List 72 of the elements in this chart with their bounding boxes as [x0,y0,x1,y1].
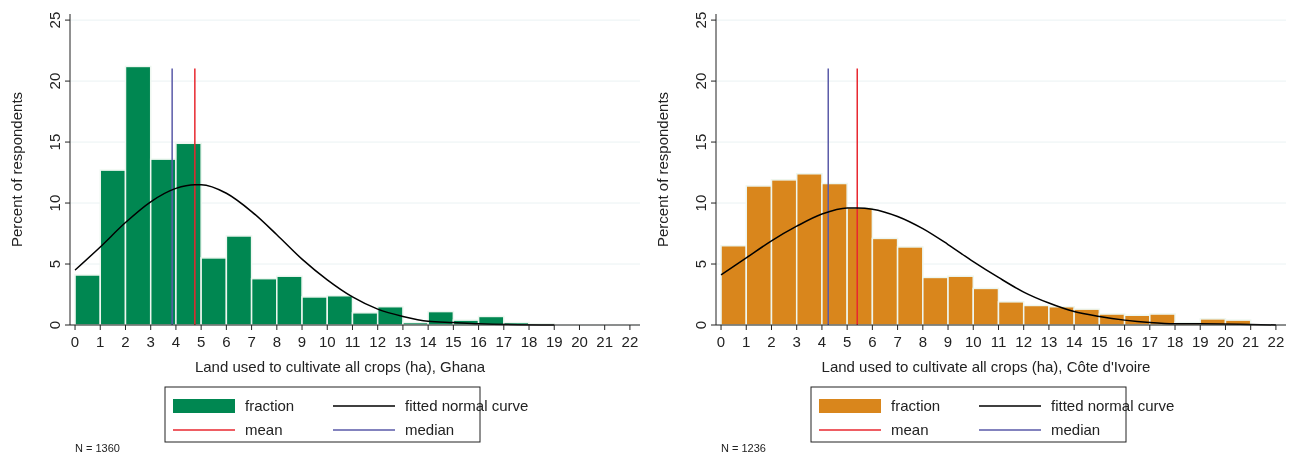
y-axis-title: Percent of respondents [654,91,671,248]
x-tick-label: 11 [990,333,1007,350]
x-tick-label: 0 [716,333,726,350]
x-tick-label: 10 [318,333,336,350]
y-tick-label: 15 [692,133,709,151]
x-tick-label: 6 [222,333,231,350]
x-tick-label: 2 [767,333,776,350]
legend-label: fitted normal curve [1051,397,1175,414]
x-tick-label: 14 [1065,333,1083,350]
x-tick-label: 16 [470,333,487,350]
x-tick-label: 4 [817,333,827,350]
x-tick-label: 1 [742,333,751,350]
x-tick-label: 13 [394,333,412,350]
x-tick-label: 6 [868,333,877,350]
x-tick-label: 5 [196,333,206,350]
x-tick-label: 13 [1040,333,1058,350]
x-tick-label: 16 [1116,333,1133,350]
x-tick-label: 10 [964,333,982,350]
x-tick-label: 2 [121,333,130,350]
x-tick-label: 15 [445,333,462,350]
x-tick-label: 7 [247,333,256,350]
y-tick-label: 20 [46,72,63,90]
x-tick-label: 7 [893,333,902,350]
y-tick-label: 0 [692,320,709,330]
legend-label: mean [245,421,283,438]
x-tick-label: 21 [1242,333,1260,350]
x-tick-label: 15 [1091,333,1108,350]
legend-label: median [1051,421,1101,438]
y-tick-label: 5 [692,259,709,269]
x-tick-label: 3 [146,333,155,350]
x-tick-label: 19 [1191,333,1209,350]
x-tick-label: 12 [369,333,387,350]
x-tick-label: 17 [495,333,513,350]
x-tick-label: 9 [943,333,953,350]
x-tick-label: 3 [792,333,801,350]
legend-label: median [405,421,455,438]
x-tick-label: 18 [1166,333,1184,350]
x-tick-label: 1 [96,333,105,350]
x-tick-label: 20 [1217,333,1234,350]
y-tick-label: 25 [692,11,709,29]
x-tick-label: 22 [1267,333,1285,350]
x-tick-label: 9 [297,333,307,350]
y-tick-label: 20 [692,72,709,90]
x-tick-label: 14 [419,333,437,350]
x-tick-label: 4 [171,333,181,350]
x-tick-label: 12 [1015,333,1033,350]
y-axis-title: Percent of respondents [8,91,25,248]
y-tick-label: 5 [46,259,63,269]
legend-label: mean [891,421,929,438]
y-tick-label: 10 [692,194,709,212]
x-tick-label: 8 [272,333,281,350]
x-tick-label: 20 [571,333,588,350]
x-tick-label: 17 [1141,333,1159,350]
x-tick-label: 19 [545,333,563,350]
x-tick-label: 11 [344,333,361,350]
x-tick-label: 0 [70,333,80,350]
text: N = 1236 [721,442,766,454]
x-axis-title: Land used to cultivate all crops (ha), Ghana [194,358,486,375]
x-tick-label: 8 [918,333,927,350]
x-tick-label: 5 [842,333,852,350]
y-tick-label: 0 [46,320,63,330]
y-tick-label: 15 [46,133,63,151]
x-axis-title: Land used to cultivate all crops (ha), Côte d'Ivoire [821,358,1151,375]
y-tick-label: 25 [46,11,63,29]
legend-label: fitted normal curve [405,397,529,414]
legend-label: fraction [245,397,295,414]
text: N = 1360 [75,442,120,454]
legend-label: fraction [891,397,941,414]
x-tick-label: 22 [621,333,639,350]
x-tick-label: 18 [520,333,538,350]
y-tick-label: 10 [46,194,63,212]
x-tick-label: 21 [596,333,614,350]
